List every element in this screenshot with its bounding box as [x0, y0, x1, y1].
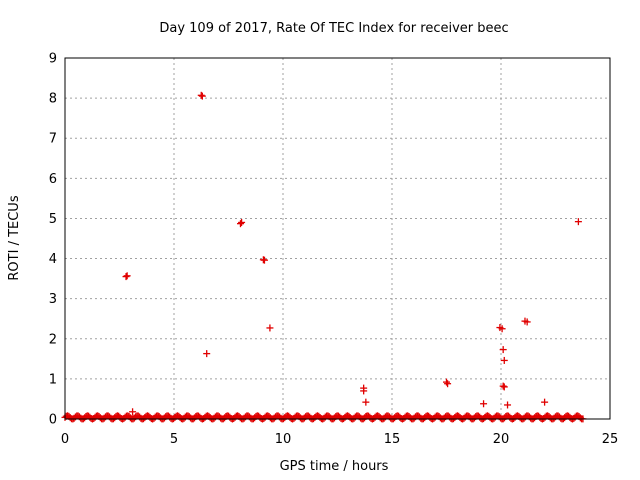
x-tick-label: 20	[493, 432, 510, 447]
y-tick-label: 2	[49, 332, 57, 347]
data-point	[504, 401, 512, 409]
plot-frame	[64, 57, 611, 420]
x-tick-labels: 0 5 10 15 20 25	[61, 432, 618, 447]
data-point	[443, 378, 450, 386]
data-point	[203, 350, 211, 358]
data-point	[523, 318, 531, 326]
data-point	[198, 92, 206, 100]
x-tick-label: 10	[275, 432, 292, 447]
data-point	[122, 273, 130, 281]
y-tick-label: 3	[49, 292, 57, 307]
y-tick-label: 6	[49, 172, 57, 187]
data-point	[574, 218, 582, 226]
x-tick-label: 0	[61, 432, 69, 447]
data-point	[236, 220, 244, 228]
y-tick-label: 9	[49, 52, 57, 67]
data-point	[360, 387, 368, 395]
data-point	[123, 272, 131, 280]
data-point	[480, 400, 488, 408]
y-tick-labels: 0 1 2 3 4 5 6 7 8 9	[49, 52, 57, 428]
data-points	[122, 91, 582, 416]
y-tick-label: 0	[49, 413, 57, 428]
chart-title: Day 109 of 2017, Rate Of TEC Index for r…	[159, 21, 508, 36]
data-point	[541, 398, 549, 406]
data-point	[129, 408, 137, 416]
data-point	[197, 91, 205, 99]
y-tick-label: 5	[49, 212, 57, 227]
x-tick-label: 25	[602, 432, 619, 447]
baseline-points	[61, 412, 587, 423]
x-tick-label: 5	[170, 432, 178, 447]
y-tick-label: 7	[49, 132, 57, 147]
data-point	[499, 382, 507, 390]
data-point	[498, 325, 506, 333]
grid	[65, 58, 610, 419]
data-point	[444, 380, 452, 388]
data-point	[266, 324, 274, 332]
data-point	[260, 256, 268, 264]
y-tick-label: 4	[49, 252, 57, 267]
y-tick-label: 1	[49, 372, 57, 387]
data-point	[362, 398, 370, 406]
x-tick-label: 15	[384, 432, 401, 447]
x-axis-label: GPS time / hours	[280, 459, 389, 474]
data-point	[500, 356, 508, 364]
data-point	[500, 383, 508, 391]
y-tick-label: 8	[49, 92, 57, 107]
data-point	[499, 346, 507, 354]
y-axis-label: ROTI / TECUs	[7, 195, 22, 280]
axis-ticks	[65, 58, 610, 419]
data-point	[238, 218, 246, 226]
